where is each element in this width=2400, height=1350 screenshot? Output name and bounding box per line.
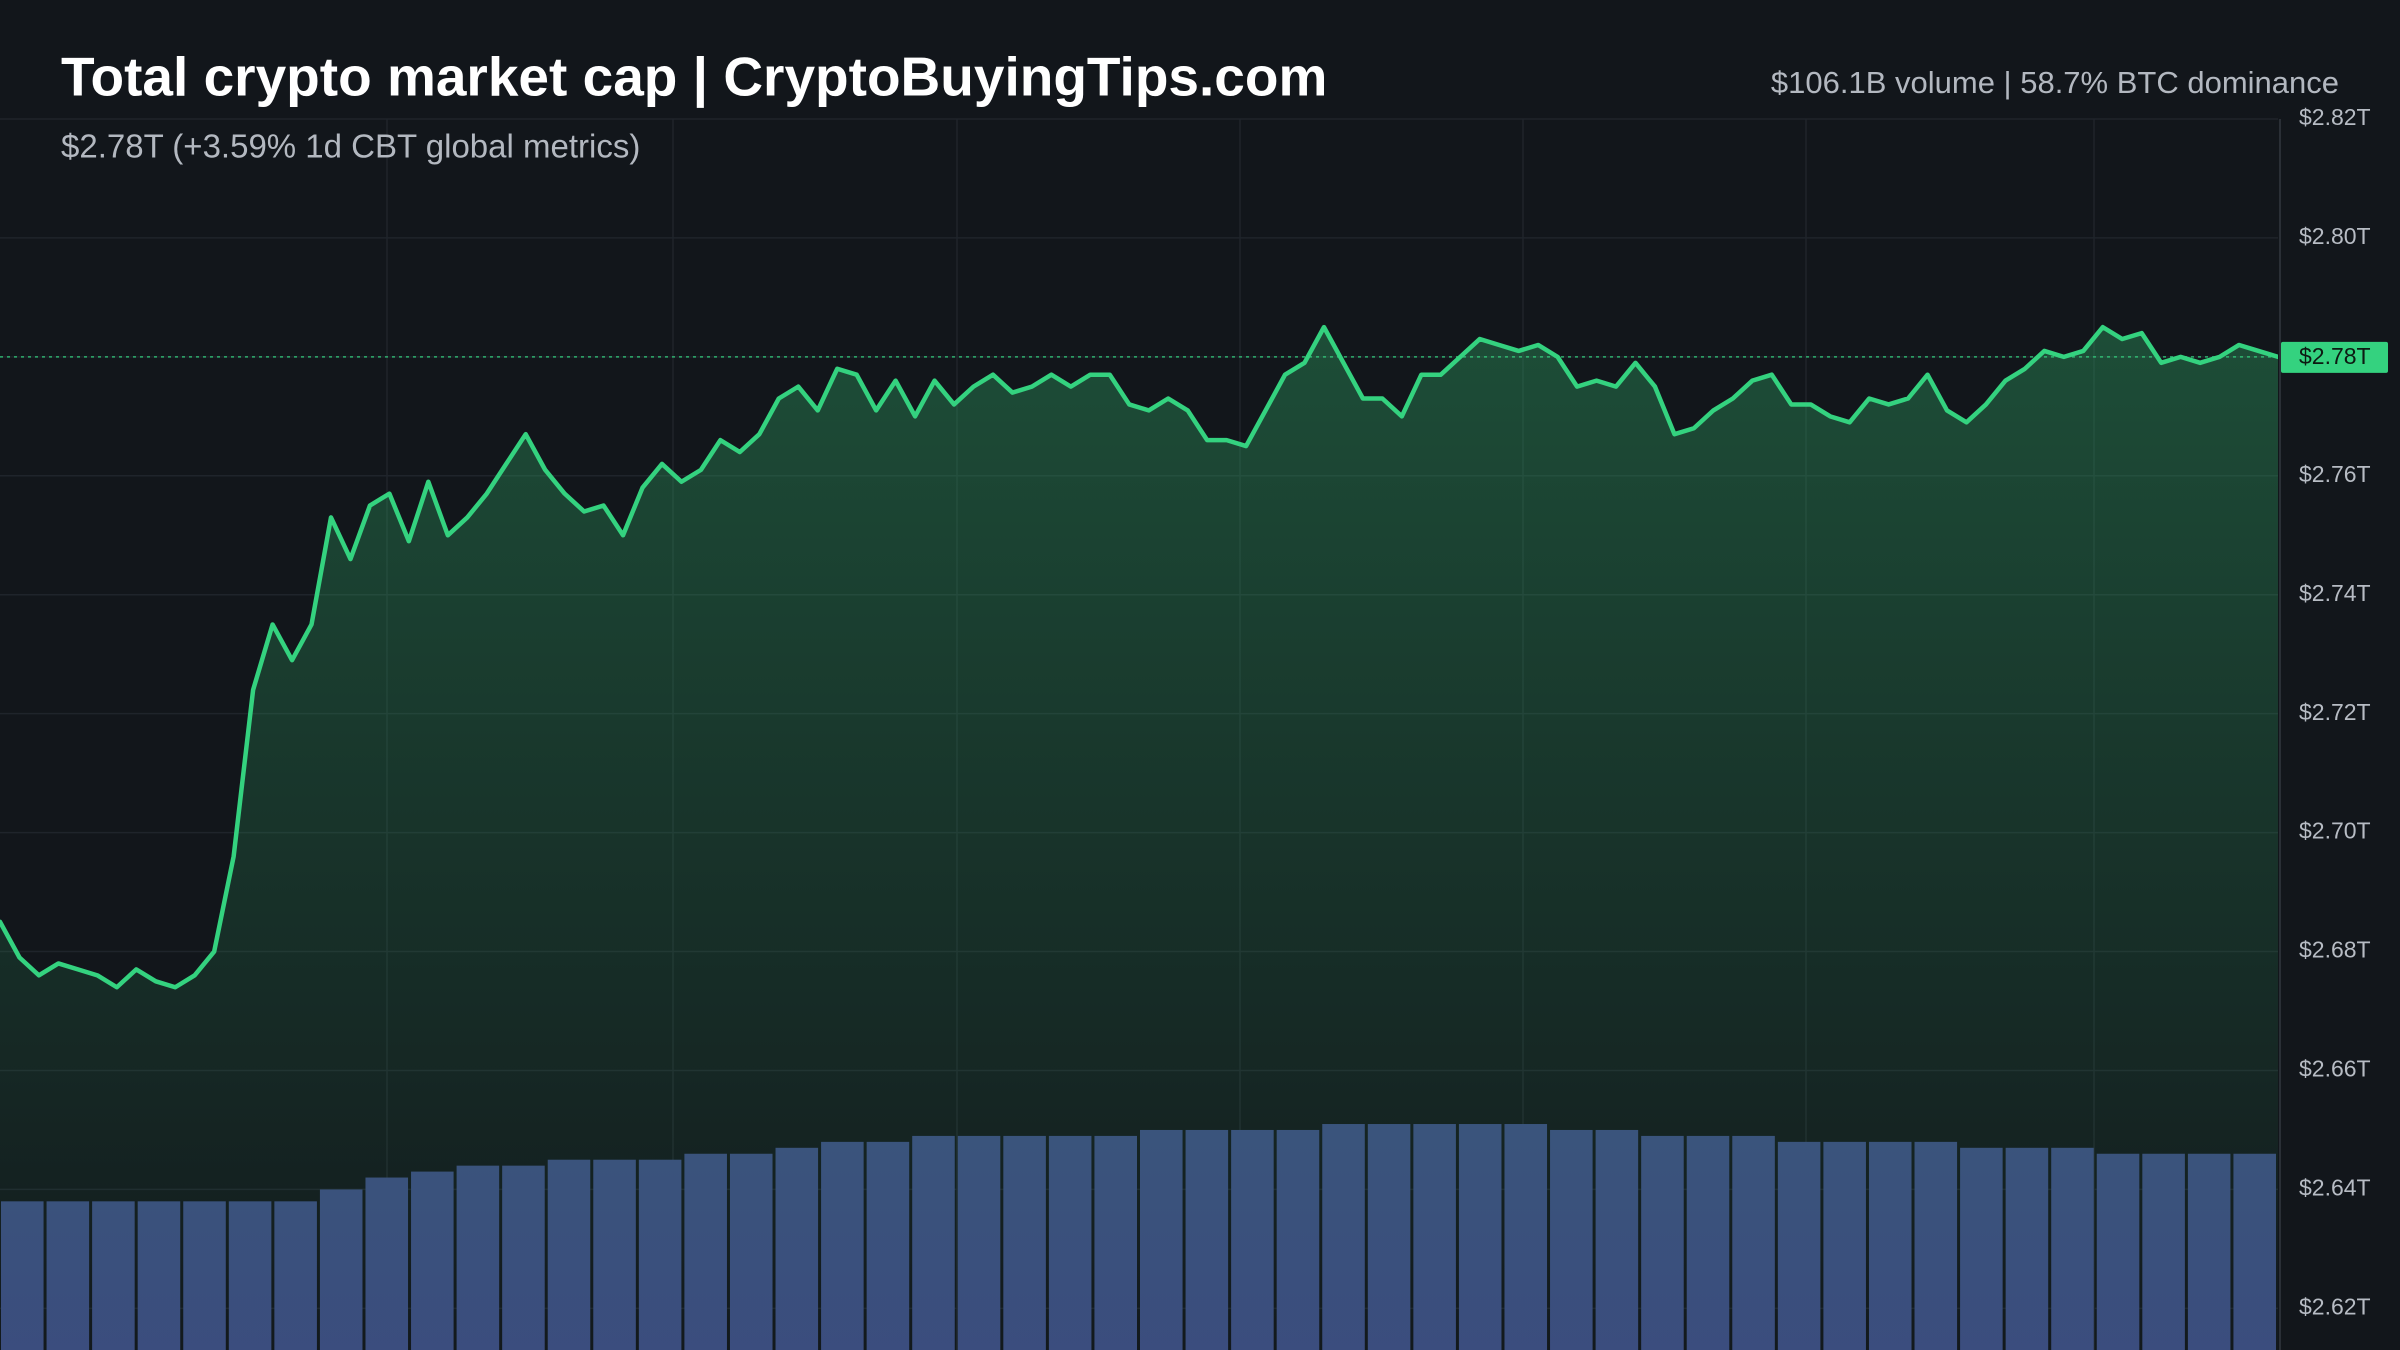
plot-area — [0, 324, 2278, 1350]
y-tick-label: $2.64T — [2299, 1175, 2371, 1201]
last-price-box — [2281, 341, 2388, 373]
y-tick-label: $2.74T — [2299, 580, 2371, 606]
y-tick-label: $2.68T — [2299, 937, 2371, 963]
y-tick-label: $2.70T — [2299, 818, 2371, 844]
area-fill — [0, 327, 2278, 1350]
y-tick-label: $2.80T — [2299, 223, 2371, 249]
last-price-label: $2.78T — [2299, 343, 2371, 369]
header-stats: $106.1B volume | 58.7% BTC dominance — [1771, 65, 2339, 100]
chart-subtitle: $2.78T (+3.59% 1d CBT global metrics) — [61, 128, 640, 165]
y-tick-label: $2.82T — [2299, 104, 2371, 130]
y-tick-label: $2.72T — [2299, 699, 2371, 725]
chart-title: Total crypto market cap | CryptoBuyingTi… — [61, 46, 1327, 109]
y-tick-label: $2.62T — [2299, 1293, 2371, 1319]
price-line — [0, 324, 2278, 990]
y-tick-label: $2.66T — [2299, 1056, 2371, 1082]
y-tick-label: $2.76T — [2299, 461, 2371, 487]
